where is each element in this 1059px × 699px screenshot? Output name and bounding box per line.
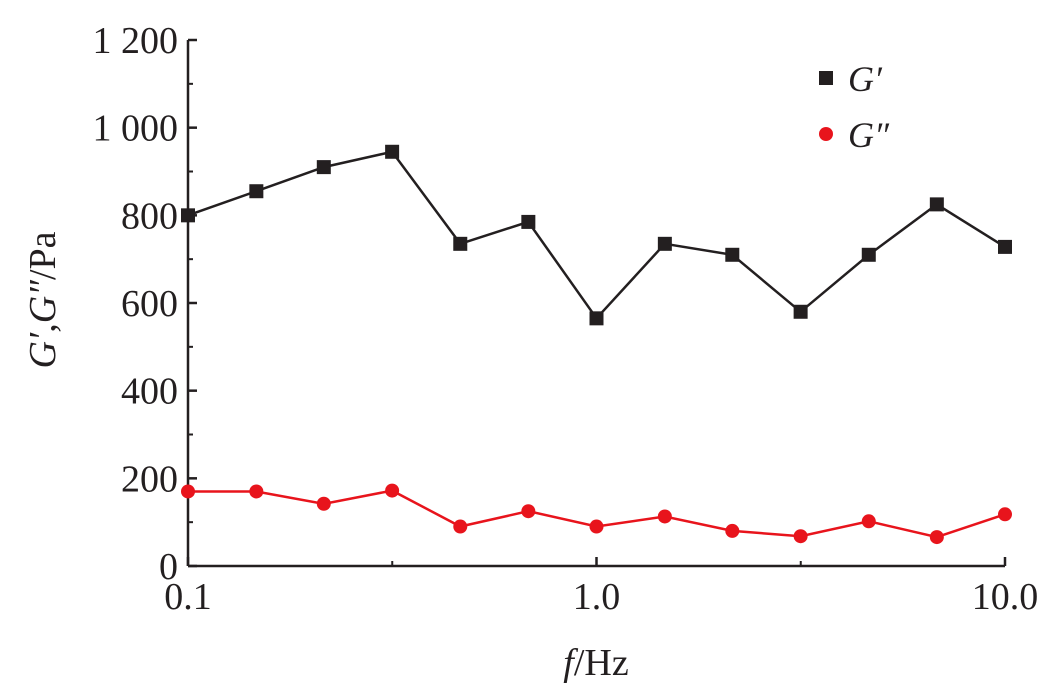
data-point-square: [998, 239, 1012, 254]
data-point-square: [929, 197, 944, 212]
data-point-circle: [861, 514, 876, 529]
data-point-square: [181, 208, 195, 223]
data-point-circle: [181, 484, 195, 499]
legend-marker-circle: [819, 127, 833, 141]
y-axis-label-separator: ,: [22, 323, 64, 333]
data-point-circle: [929, 530, 944, 545]
data-point-square: [589, 311, 604, 326]
legend-label: G′: [848, 59, 883, 99]
series-2: [181, 483, 1012, 545]
x-ticks: 0.1 1.0 10.0: [164, 557, 1038, 618]
data-point-square: [725, 247, 740, 262]
y-axis-label-g-double-prime: G″: [22, 279, 64, 323]
legend-marker-square: [819, 71, 833, 85]
data-point-circle: [998, 507, 1012, 522]
legend-label: G″: [848, 115, 890, 155]
x-axis-label: f/Hz: [563, 642, 628, 684]
data-point-circle: [793, 529, 808, 544]
y-axis-label-unit: /Pa: [22, 231, 64, 280]
y-tick-label: 600: [121, 283, 178, 325]
y-axis-label-g-prime: G′: [22, 332, 64, 368]
y-tick-label: 0: [159, 546, 178, 588]
data-point-circle: [657, 509, 672, 524]
data-point-square: [453, 236, 468, 251]
data-point-square: [316, 160, 331, 175]
data-point-circle: [316, 496, 331, 511]
y-tick-label: 400: [121, 371, 178, 413]
data-point-circle: [249, 484, 264, 499]
data-point-circle: [725, 523, 740, 538]
data-point-square: [521, 214, 536, 229]
y-tick-label: 1 200: [93, 20, 179, 62]
y-tick-label: 800: [121, 195, 178, 237]
data-point-square: [793, 304, 808, 319]
y-tick-label: 200: [121, 458, 178, 500]
series-line: [187, 150, 1006, 321]
data-point-square: [249, 184, 264, 199]
x-tick-label: 1.0: [573, 576, 621, 618]
x-tick-label: 0.1: [164, 576, 212, 618]
data-point-square: [657, 236, 672, 251]
series-layer: [181, 144, 1012, 545]
data-point-square: [861, 247, 876, 262]
y-tick-label: 1 000: [93, 108, 179, 150]
data-point-circle: [589, 519, 604, 534]
x-axis-label-unit: /Hz: [574, 642, 629, 684]
data-point-circle: [453, 519, 468, 534]
x-tick-label: 10.0: [972, 576, 1039, 618]
data-point-circle: [385, 483, 400, 498]
y-axis-label: G′,G″/Pa: [22, 231, 64, 368]
data-point-square: [385, 144, 400, 159]
series-1: [181, 144, 1012, 326]
y-ticks: 0 200 400 600 800 1 000 1 200: [93, 20, 197, 588]
legend: G′ G″: [819, 59, 890, 155]
data-point-circle: [521, 504, 536, 519]
